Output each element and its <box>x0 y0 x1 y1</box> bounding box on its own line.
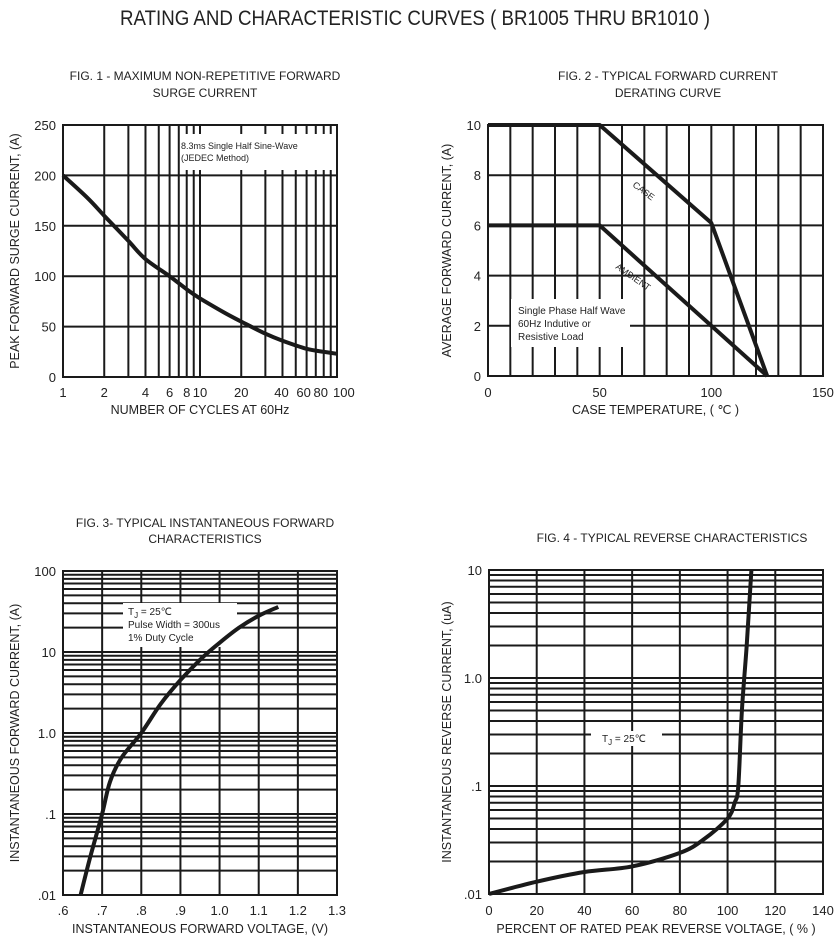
x-tick-label: 1.0 <box>211 903 229 918</box>
x-tick-label: 60 <box>625 903 639 918</box>
tj-label: TJ = 25℃ <box>602 734 646 747</box>
y-tick-label: 250 <box>34 118 56 133</box>
annotation-text: Pulse Width = 300us <box>128 620 220 631</box>
x-tick-label: 1 <box>59 385 66 400</box>
x-axis-label: PERCENT OF RATED PEAK REVERSE VOLTAGE, (… <box>496 922 815 936</box>
x-tick-label: .6 <box>58 903 69 918</box>
page-title: RATING AND CHARACTERISTIC CURVES ( BR100… <box>120 7 710 30</box>
figure-title: DERATING CURVE <box>615 86 721 100</box>
annotation-box <box>591 731 662 746</box>
x-tick-label: 20 <box>234 385 248 400</box>
y-tick-label: 10 <box>42 645 56 660</box>
y-tick-label: .01 <box>464 887 482 902</box>
series-line-ambient <box>488 223 769 378</box>
x-tick-label: 100 <box>700 385 722 400</box>
figure-title: FIG. 4 - TYPICAL REVERSE CHARACTERISTICS <box>537 531 808 545</box>
annotation-box <box>511 299 630 347</box>
annotation-text: 1% Duty Cycle <box>128 633 194 644</box>
y-tick-label: 1.0 <box>38 726 56 741</box>
x-tick-label: 140 <box>812 903 834 918</box>
x-tick-label: 1.3 <box>328 903 346 918</box>
x-tick-label: 40 <box>274 385 288 400</box>
y-tick-label: 8 <box>474 168 481 183</box>
y-tick-label: .1 <box>45 807 56 822</box>
x-tick-label: 100 <box>717 903 739 918</box>
x-tick-label: 10 <box>193 385 207 400</box>
tj-label: TJ = 25℃ <box>128 607 172 620</box>
y-tick-label: 2 <box>474 319 481 334</box>
annotation-box <box>123 603 237 647</box>
y-tick-label: 100 <box>34 269 56 284</box>
x-tick-label: 120 <box>764 903 786 918</box>
x-tick-label: .8 <box>136 903 147 918</box>
annotation-text: Resistive Load <box>518 332 584 343</box>
y-tick-label: 1.0 <box>464 671 482 686</box>
x-tick-label: 1.2 <box>289 903 307 918</box>
x-axis-label: NUMBER OF CYCLES AT 60Hz <box>111 403 290 417</box>
series-line-case <box>488 123 770 377</box>
x-axis-label: CASE TEMPERATURE, ( ℃ ) <box>572 403 739 417</box>
x-tick-label: 80 <box>313 385 327 400</box>
y-tick-label: 6 <box>474 218 481 233</box>
x-tick-label: 1.1 <box>250 903 268 918</box>
x-tick-label: 60 <box>296 385 310 400</box>
x-axis-label: INSTANTANEOUS FORWARD VOLTAGE, (V) <box>72 922 328 936</box>
y-tick-label: 200 <box>34 168 56 183</box>
y-axis-label: AVERAGE FORWARD CURRENT, (A) <box>440 144 454 358</box>
series-line <box>61 173 338 356</box>
x-tick-label: .9 <box>175 903 186 918</box>
x-tick-label: 4 <box>142 385 149 400</box>
x-tick-label: 0 <box>484 385 491 400</box>
y-tick-label: 150 <box>34 219 56 234</box>
y-tick-label: 10 <box>467 118 481 133</box>
x-tick-label: 8 <box>183 385 190 400</box>
y-tick-label: .01 <box>38 888 56 903</box>
x-tick-label: 0 <box>485 903 492 918</box>
y-axis-label: INSTANTANEOUS FORWARD CURRENT, (A) <box>8 604 22 863</box>
annotation-text: 60Hz Indutive or <box>518 319 591 330</box>
y-axis-label: PEAK FORWARD SURGE CURRENT, (A) <box>8 133 22 368</box>
y-axis-label: INSTANTANEOUS REVERSE CURRENT, (uA) <box>440 601 454 862</box>
annotation-text: (JEDEC Method) <box>181 153 249 163</box>
annotation-text: 8.3ms Single Half Sine-Wave <box>181 141 298 151</box>
figure-title: CHARACTERISTICS <box>148 532 261 546</box>
chart-fig-2: Single Phase Half Wave 60Hz Indutive or Re… <box>440 69 834 417</box>
y-tick-label: 0 <box>474 369 481 384</box>
x-tick-label: 80 <box>673 903 687 918</box>
plot-frame <box>62 570 338 896</box>
plot-frame <box>487 124 824 377</box>
x-tick-label: 150 <box>812 385 834 400</box>
plot-frame <box>488 569 824 895</box>
x-tick-label: .7 <box>97 903 108 918</box>
figure-title: FIG. 2 - TYPICAL FORWARD CURRENT <box>558 69 779 83</box>
y-tick-label: 4 <box>474 269 481 284</box>
y-tick-label: 100 <box>34 564 56 579</box>
x-tick-label: 6 <box>166 385 173 400</box>
y-tick-label: 10 <box>468 563 482 578</box>
series-line <box>488 569 754 896</box>
annotation-box <box>180 134 332 170</box>
figure-title: SURGE CURRENT <box>153 86 258 100</box>
x-tick-label: 50 <box>592 385 606 400</box>
annotation-text: Single Phase Half Wave <box>518 306 626 317</box>
x-tick-label: 2 <box>101 385 108 400</box>
x-tick-label: 100 <box>333 385 355 400</box>
x-tick-label: 40 <box>577 903 591 918</box>
series-line <box>78 605 280 896</box>
chart-fig-1: 8.3ms Single Half Sine-Wave (JEDEC Method… <box>8 69 355 417</box>
figure-title: FIG. 1 - MAXIMUM NON-REPETITIVE FORWARD <box>70 69 341 83</box>
y-tick-label: 0 <box>49 370 56 385</box>
chart-fig-4: TJ = 25℃ 0 20 40 60 80 100 120 140 .01 .1 1.0 10 FIG.… <box>440 531 834 936</box>
y-tick-label: 50 <box>42 320 56 335</box>
x-tick-label: 20 <box>529 903 543 918</box>
figure-title: FIG. 3- TYPICAL INSTANTANEOUS FORWARD <box>76 516 335 530</box>
plot-frame <box>62 124 338 378</box>
y-tick-label: .1 <box>471 779 482 794</box>
